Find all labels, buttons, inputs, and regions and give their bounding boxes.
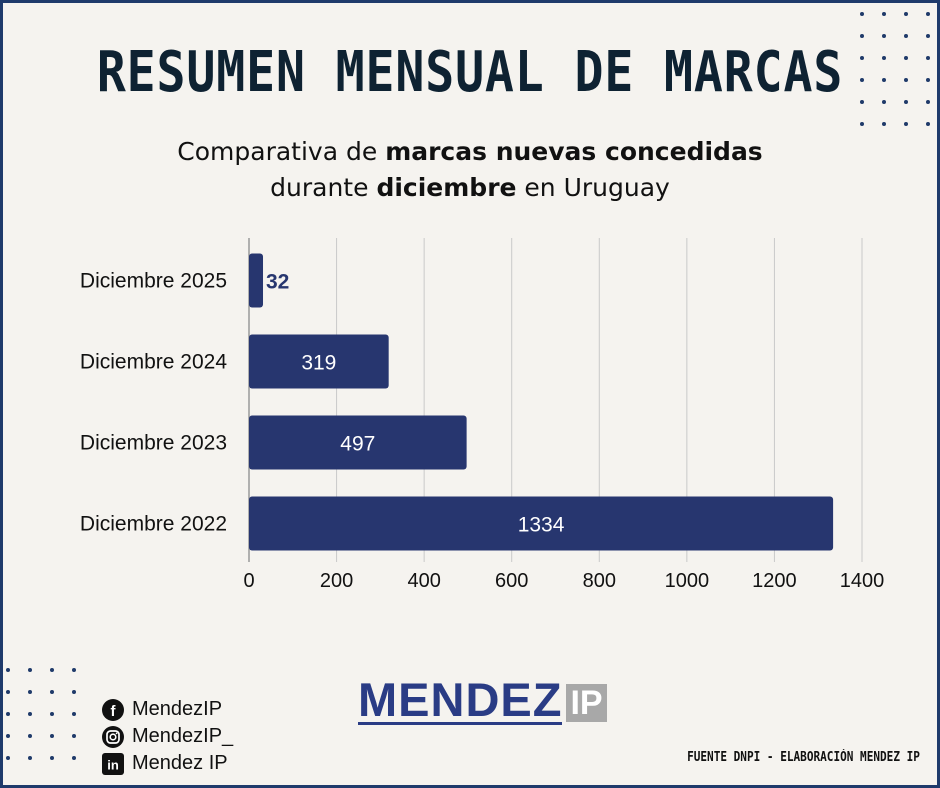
- dot-pattern-top-right: [860, 12, 940, 144]
- social-facebook[interactable]: f MendezIP: [102, 698, 222, 721]
- decorative-dot: [860, 122, 864, 126]
- social-linkedin[interactable]: in Mendez IP: [102, 752, 228, 775]
- x-tick-label: 800: [583, 570, 616, 592]
- decorative-dot: [882, 100, 886, 104]
- decorative-dot: [50, 690, 54, 694]
- decorative-dot: [72, 712, 76, 716]
- decorative-dot: [904, 56, 908, 60]
- bar: [249, 415, 467, 470]
- category-label: Diciembre 2023: [80, 432, 227, 455]
- decorative-dot: [28, 734, 32, 738]
- category-label: Diciembre 2022: [80, 513, 227, 536]
- page-subtitle: Comparativa de marcas nuevas concedidas …: [0, 134, 940, 206]
- x-tick-label: 400: [407, 570, 440, 592]
- decorative-dot: [926, 34, 930, 38]
- logo-suffix: IP: [566, 684, 607, 722]
- decorative-dot: [860, 12, 864, 16]
- decorative-dot: [6, 734, 10, 738]
- decorative-dot: [904, 12, 908, 16]
- decorative-dot: [50, 734, 54, 738]
- decorative-dot: [860, 100, 864, 104]
- decorative-dot: [6, 756, 10, 760]
- decorative-dot: [926, 100, 930, 104]
- category-label: Diciembre 2025: [80, 270, 227, 293]
- social-instagram[interactable]: MendezIP_: [102, 725, 233, 748]
- decorative-dot: [28, 668, 32, 672]
- decorative-dot: [6, 712, 10, 716]
- decorative-dot: [28, 712, 32, 716]
- subtitle-text: durante: [270, 173, 377, 202]
- data-label: 319: [301, 352, 336, 375]
- dot-pattern-bottom-left: [6, 668, 94, 778]
- decorative-dot: [6, 690, 10, 694]
- bar: [249, 334, 389, 389]
- decorative-dot: [860, 34, 864, 38]
- svg-text:f: f: [111, 703, 117, 720]
- decorative-dot: [72, 756, 76, 760]
- svg-text:in: in: [107, 757, 119, 772]
- decorative-dot: [882, 34, 886, 38]
- x-tick-label: 200: [320, 570, 353, 592]
- decorative-dot: [882, 78, 886, 82]
- social-label: MendezIP: [132, 698, 223, 720]
- social-label: Mendez IP: [132, 752, 228, 774]
- decorative-dot: [50, 668, 54, 672]
- social-label: MendezIP_: [132, 725, 234, 747]
- decorative-dot: [860, 78, 864, 82]
- x-tick-label: 1400: [840, 570, 885, 592]
- logo-text: MENDEZ: [358, 673, 563, 726]
- instagram-icon: [102, 725, 124, 748]
- decorative-dot: [28, 690, 32, 694]
- x-tick-label: 1200: [752, 570, 797, 592]
- decorative-dot: [904, 78, 908, 82]
- decorative-dot: [904, 122, 908, 126]
- decorative-dot: [6, 668, 10, 672]
- decorative-dot: [882, 122, 886, 126]
- data-label: 32: [266, 271, 289, 294]
- decorative-dot: [50, 712, 54, 716]
- decorative-dot: [904, 100, 908, 104]
- decorative-dot: [904, 34, 908, 38]
- x-tick-label: 0: [243, 570, 254, 592]
- page-title: RESUMEN MENSUAL DE MARCAS: [96, 40, 844, 105]
- decorative-dot: [926, 122, 930, 126]
- data-label: 1334: [518, 514, 565, 537]
- decorative-dot: [926, 78, 930, 82]
- subtitle-emphasis: marcas nuevas concedidas: [385, 137, 763, 166]
- subtitle-text: en Uruguay: [516, 173, 670, 202]
- decorative-dot: [72, 734, 76, 738]
- decorative-dot: [50, 756, 54, 760]
- source-note: FUENTE DNPI - ELABORACIÓN MENDEZ IP: [687, 750, 920, 765]
- brand-logo: MENDEZ IP: [358, 673, 607, 726]
- decorative-dot: [926, 12, 930, 16]
- bar: [249, 253, 264, 308]
- decorative-dot: [882, 56, 886, 60]
- x-tick-label: 600: [495, 570, 528, 592]
- data-label: 497: [340, 433, 375, 456]
- decorative-dot: [72, 690, 76, 694]
- facebook-icon: f: [102, 698, 124, 721]
- category-label: Diciembre 2024: [80, 351, 227, 374]
- subtitle-emphasis: diciembre: [376, 173, 517, 202]
- decorative-dot: [860, 56, 864, 60]
- decorative-dot: [72, 668, 76, 672]
- bar: [249, 496, 834, 551]
- decorative-dot: [926, 56, 930, 60]
- decorative-dot: [28, 756, 32, 760]
- decorative-dot: [882, 12, 886, 16]
- linkedin-icon: in: [102, 752, 124, 775]
- subtitle-text: Comparativa de: [177, 137, 386, 166]
- x-tick-label: 1000: [665, 570, 710, 592]
